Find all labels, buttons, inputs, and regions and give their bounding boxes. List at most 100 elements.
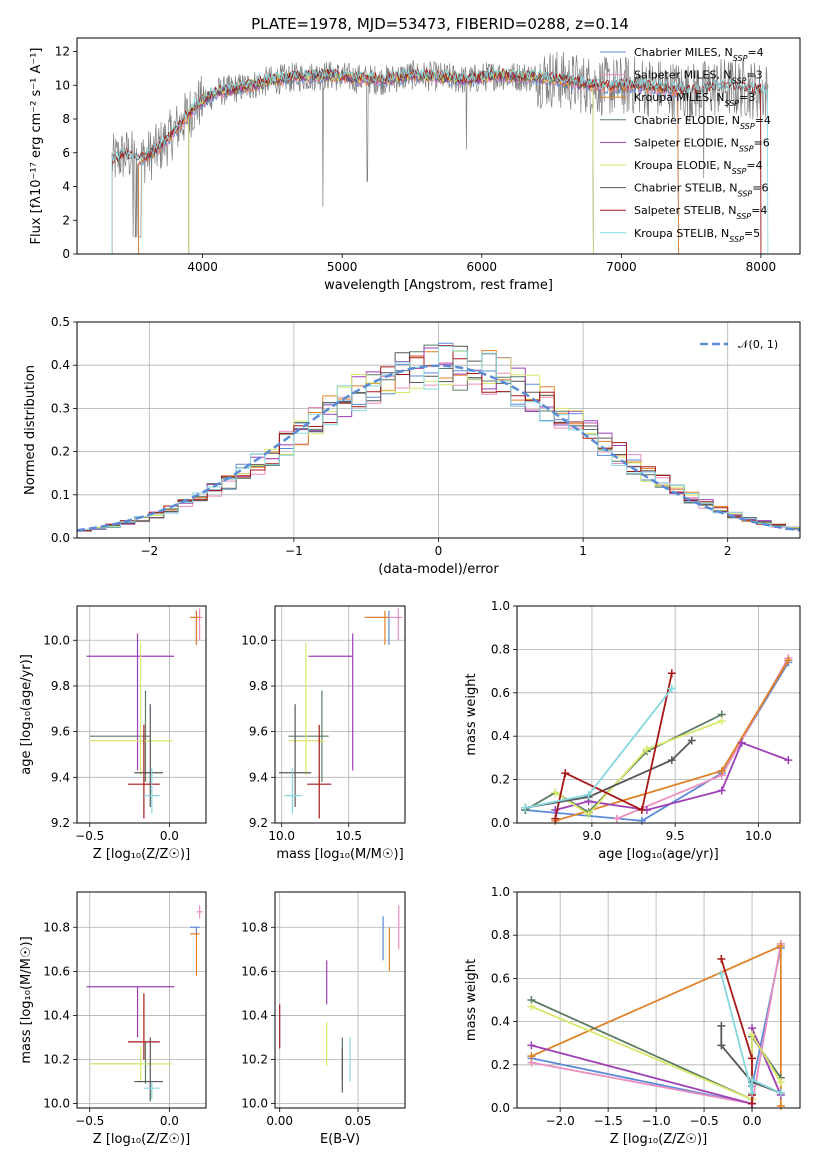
y-tick-label: 10.8 — [43, 920, 70, 934]
legend-label: Kroupa STELIB, NSSP=5 — [634, 227, 760, 244]
y-tick-label: 0.8 — [491, 642, 510, 656]
weight-marker — [748, 1054, 757, 1063]
x-tick-label: 0.0 — [160, 1114, 179, 1128]
axes-frame — [76, 37, 801, 255]
spectrum-model-line — [111, 66, 769, 255]
y-tick-label: 9.2 — [51, 816, 70, 830]
x-tick-label: 9.0 — [582, 829, 601, 843]
axes-frame — [274, 891, 406, 1109]
residuals-panel: −2 −1 0 1 2 0.0 0.1 0.2 0.3 0.4 0.5 (data-model)/er… — [23, 315, 801, 577]
y-tick-label: 10.0 — [43, 633, 70, 647]
y-tick-label: 10.8 — [241, 920, 268, 934]
x-tick-label: 10.5 — [335, 829, 362, 843]
weight-marker — [717, 786, 726, 795]
weight-marker — [521, 803, 530, 812]
legend-subscript: SSP — [732, 167, 747, 176]
axes-frame — [516, 605, 801, 824]
y-tick-label: 4 — [62, 180, 70, 194]
x-tick-label: 0.00 — [266, 1114, 293, 1128]
y-tick-label: 10.0 — [241, 633, 268, 647]
weight-vs-z-panel: −2.0 −1.5 −1.0 −0.5 0.0 0.0 0.2 0.4 0.6 0.8 1.0 Z [… — [464, 885, 801, 1147]
y-tick-label: 10.2 — [241, 1053, 268, 1067]
y-tick-label: 10 — [55, 78, 70, 92]
x-tick-label: 6000 — [466, 260, 497, 274]
x-tick-label: 1 — [579, 544, 587, 558]
axes-frame — [76, 605, 207, 824]
weight-marker — [748, 1075, 757, 1084]
y-tick-label: 10.4 — [241, 1008, 268, 1022]
y-tick-label: 0.0 — [491, 816, 510, 830]
weight-marker — [527, 1002, 536, 1011]
legend-subscript: SSP — [736, 212, 751, 221]
x-tick-label: −0.5 — [689, 1114, 718, 1128]
weight-marker — [637, 805, 646, 814]
legend-subscript: SSP — [733, 54, 748, 63]
y-tick-label: 9.6 — [249, 725, 268, 739]
weight-series-line — [525, 739, 693, 809]
x-tick-label: −1 — [285, 544, 303, 558]
weight-marker — [527, 1041, 536, 1050]
weight-marker — [527, 1052, 536, 1061]
weight-marker — [551, 788, 560, 797]
weight-marker — [748, 1099, 757, 1108]
y-tick-label: 0.6 — [491, 971, 510, 985]
weight-series-line — [555, 741, 789, 811]
weight-marker — [784, 756, 793, 765]
legend-subscript: SSP — [729, 234, 744, 243]
x-tick-label: 4000 — [187, 260, 218, 274]
y-tick-label: 9.8 — [249, 679, 268, 693]
legend-label: Kroupa ELODIE, NSSP=4 — [634, 159, 763, 176]
y-tick-label: 9.8 — [51, 679, 70, 693]
x-tick-label: 10.0 — [268, 829, 295, 843]
y-tick-label: 0.1 — [51, 488, 70, 502]
weight-marker — [717, 954, 726, 963]
y-axis-label: mass [log₁₀(M/M☉)] — [19, 936, 34, 1063]
weight-series-line — [554, 720, 723, 816]
y-tick-label: 0.6 — [491, 686, 510, 700]
y-axis-label: Normed distribution — [23, 365, 38, 495]
weight-marker — [776, 1078, 785, 1087]
y-tick-label: 9.2 — [249, 816, 268, 830]
x-axis-label: age [log₁₀(age/yr)] — [598, 847, 719, 862]
weight-marker — [667, 684, 676, 693]
weight-marker — [776, 942, 785, 950]
legend-label: Salpeter ELODIE, NSSP=6 — [634, 136, 770, 153]
x-axis-label: Z [log₁₀(Z/Z☉)] — [610, 1132, 707, 1147]
x-axis-label: Z [log₁₀(Z/Z☉)] — [93, 847, 190, 862]
weight-marker — [584, 790, 593, 799]
y-tick-label: 0.5 — [51, 315, 70, 329]
axes-frame — [274, 605, 406, 824]
y-tick-label: 6 — [62, 146, 70, 160]
weight-marker — [776, 1101, 785, 1110]
age-vs-mass-panel: 10.0 10.5 9.2 9.4 9.6 9.8 10.0 mass [log₁₀(M/M☉… — [241, 605, 406, 862]
y-tick-label: 0.2 — [491, 773, 510, 787]
x-tick-label: 7000 — [606, 260, 637, 274]
legend-label: Salpeter STELIB, NSSP=4 — [634, 204, 767, 221]
y-tick-label: 0.4 — [491, 1015, 510, 1029]
y-tick-label: 9.6 — [51, 725, 70, 739]
x-tick-label: 5000 — [327, 260, 358, 274]
weight-marker — [551, 814, 560, 823]
y-tick-label: 0.4 — [491, 729, 510, 743]
y-axis-label: mass weight — [464, 959, 479, 1041]
legend-subscript: SSP — [738, 189, 753, 198]
y-tick-label: 10.0 — [241, 1097, 268, 1111]
x-tick-label: −1.0 — [642, 1114, 671, 1128]
y-tick-label: 9.4 — [51, 770, 70, 784]
legend-label: Chabrier STELIB, NSSP=6 — [634, 182, 768, 199]
y-tick-label: 10.6 — [43, 964, 70, 978]
x-axis-label: mass [log₁₀(M/M☉)] — [276, 847, 403, 862]
y-tick-label: 1.0 — [491, 599, 510, 613]
y-tick-label: 0.8 — [491, 928, 510, 942]
x-tick-label: 9.5 — [666, 829, 685, 843]
x-tick-label: −0.5 — [75, 1114, 104, 1128]
x-tick-label: 2 — [724, 544, 732, 558]
weight-marker — [561, 769, 570, 778]
weight-marker — [612, 814, 621, 823]
x-tick-label: −0.5 — [75, 829, 104, 843]
y-tick-label: 10.0 — [43, 1097, 70, 1111]
weight-marker — [667, 756, 676, 765]
y-tick-label: 0.2 — [491, 1058, 510, 1072]
weight-marker — [776, 1088, 785, 1097]
